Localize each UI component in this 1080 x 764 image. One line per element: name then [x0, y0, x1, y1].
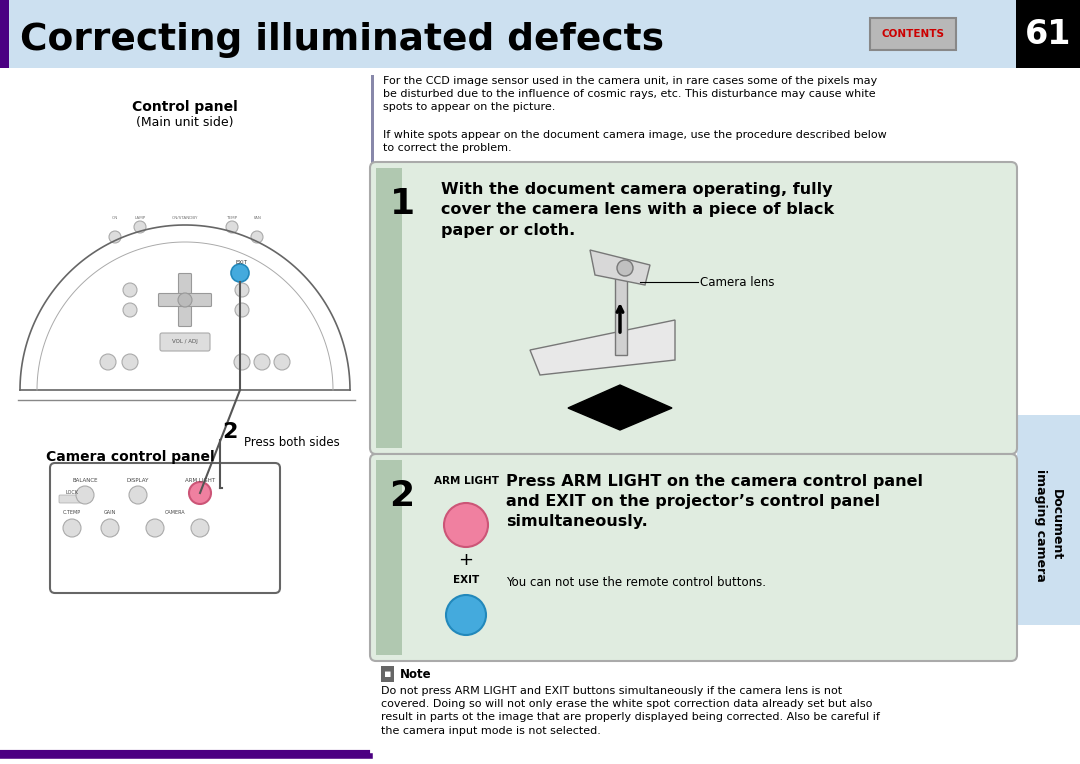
Text: Camera control panel: Camera control panel	[45, 450, 214, 464]
Text: 2: 2	[222, 422, 238, 442]
Circle shape	[76, 486, 94, 504]
Text: Control panel: Control panel	[132, 100, 238, 114]
Text: DISPLAY: DISPLAY	[126, 478, 149, 483]
Circle shape	[146, 519, 164, 537]
Polygon shape	[590, 250, 650, 285]
FancyBboxPatch shape	[159, 293, 212, 306]
FancyBboxPatch shape	[370, 162, 1017, 454]
Text: Note: Note	[400, 668, 432, 681]
Text: +: +	[459, 551, 473, 569]
Text: VOL / ADJ: VOL / ADJ	[172, 339, 198, 345]
Text: CONTENTS: CONTENTS	[881, 29, 945, 39]
Circle shape	[122, 354, 138, 370]
Bar	[0, 0, 9, 68]
Text: (Main unit side): (Main unit side)	[136, 116, 233, 129]
Circle shape	[123, 283, 137, 297]
Text: Do not press ARM LIGHT and EXIT buttons simultaneously if the camera lens is not: Do not press ARM LIGHT and EXIT buttons …	[381, 686, 880, 736]
Text: CAMERA: CAMERA	[164, 510, 186, 516]
Text: C.TEMP: C.TEMP	[63, 510, 81, 516]
FancyBboxPatch shape	[59, 495, 85, 503]
Bar	[381, 666, 394, 682]
Circle shape	[446, 595, 486, 635]
Text: GAIN: GAIN	[104, 510, 117, 516]
Circle shape	[178, 293, 192, 307]
Circle shape	[231, 264, 249, 282]
Circle shape	[109, 231, 121, 243]
Bar	[372, 75, 374, 175]
Text: For the CCD image sensor used in the camera unit, in rare cases some of the pixe: For the CCD image sensor used in the cam…	[383, 76, 877, 112]
Text: Press both sides: Press both sides	[244, 435, 340, 448]
Text: ON/STANDBY: ON/STANDBY	[172, 216, 199, 220]
Text: You can not use the remote control buttons.: You can not use the remote control butto…	[507, 576, 766, 589]
Text: 1: 1	[390, 187, 415, 221]
Text: EXIT: EXIT	[453, 575, 480, 585]
Circle shape	[444, 503, 488, 547]
Text: FAN: FAN	[254, 216, 262, 220]
FancyBboxPatch shape	[178, 274, 191, 326]
Bar	[1017, 415, 1080, 625]
FancyBboxPatch shape	[376, 460, 428, 655]
Text: ON: ON	[112, 216, 118, 220]
Bar	[402, 460, 1011, 655]
Text: With the document camera operating, fully
cover the camera lens with a piece of : With the document camera operating, full…	[441, 182, 834, 238]
Polygon shape	[530, 320, 675, 375]
Circle shape	[123, 303, 137, 317]
FancyBboxPatch shape	[376, 168, 428, 448]
FancyBboxPatch shape	[50, 463, 280, 593]
Circle shape	[134, 221, 146, 233]
Circle shape	[226, 221, 238, 233]
Circle shape	[274, 354, 291, 370]
Text: If white spots appear on the document camera image, use the procedure described : If white spots appear on the document ca…	[383, 130, 887, 154]
Bar	[0, 68, 368, 764]
Text: ARM LIGHT: ARM LIGHT	[433, 476, 499, 486]
FancyBboxPatch shape	[160, 333, 210, 351]
Text: TEMP: TEMP	[227, 216, 238, 220]
Circle shape	[234, 354, 249, 370]
Circle shape	[102, 519, 119, 537]
Text: Press ARM LIGHT on the camera control panel
and EXIT on the projector’s control : Press ARM LIGHT on the camera control pa…	[507, 474, 923, 529]
Text: EXIT: EXIT	[237, 260, 248, 264]
Circle shape	[251, 231, 264, 243]
Bar	[1016, 0, 1080, 68]
Bar	[402, 168, 1011, 448]
Text: Camera lens: Camera lens	[700, 276, 774, 289]
Text: ARM LIGHT: ARM LIGHT	[185, 478, 215, 483]
Text: Document
imaging camera: Document imaging camera	[1035, 468, 1063, 581]
Circle shape	[235, 303, 249, 317]
Polygon shape	[568, 385, 672, 430]
FancyBboxPatch shape	[870, 18, 956, 50]
Text: 2: 2	[390, 479, 415, 513]
Text: 61: 61	[1025, 18, 1071, 50]
Circle shape	[617, 260, 633, 276]
Text: Correcting illuminated defects: Correcting illuminated defects	[21, 22, 664, 58]
Circle shape	[129, 486, 147, 504]
Text: LOCK: LOCK	[66, 490, 79, 496]
Circle shape	[189, 482, 211, 504]
Text: ▪: ▪	[384, 669, 392, 679]
Bar	[615, 275, 627, 355]
FancyBboxPatch shape	[370, 454, 1017, 661]
Text: LAMP: LAMP	[134, 216, 146, 220]
Bar	[0, 0, 1016, 68]
Text: BALANCE: BALANCE	[72, 478, 98, 483]
Circle shape	[100, 354, 116, 370]
Circle shape	[191, 519, 210, 537]
Circle shape	[254, 354, 270, 370]
Circle shape	[63, 519, 81, 537]
Circle shape	[235, 283, 249, 297]
